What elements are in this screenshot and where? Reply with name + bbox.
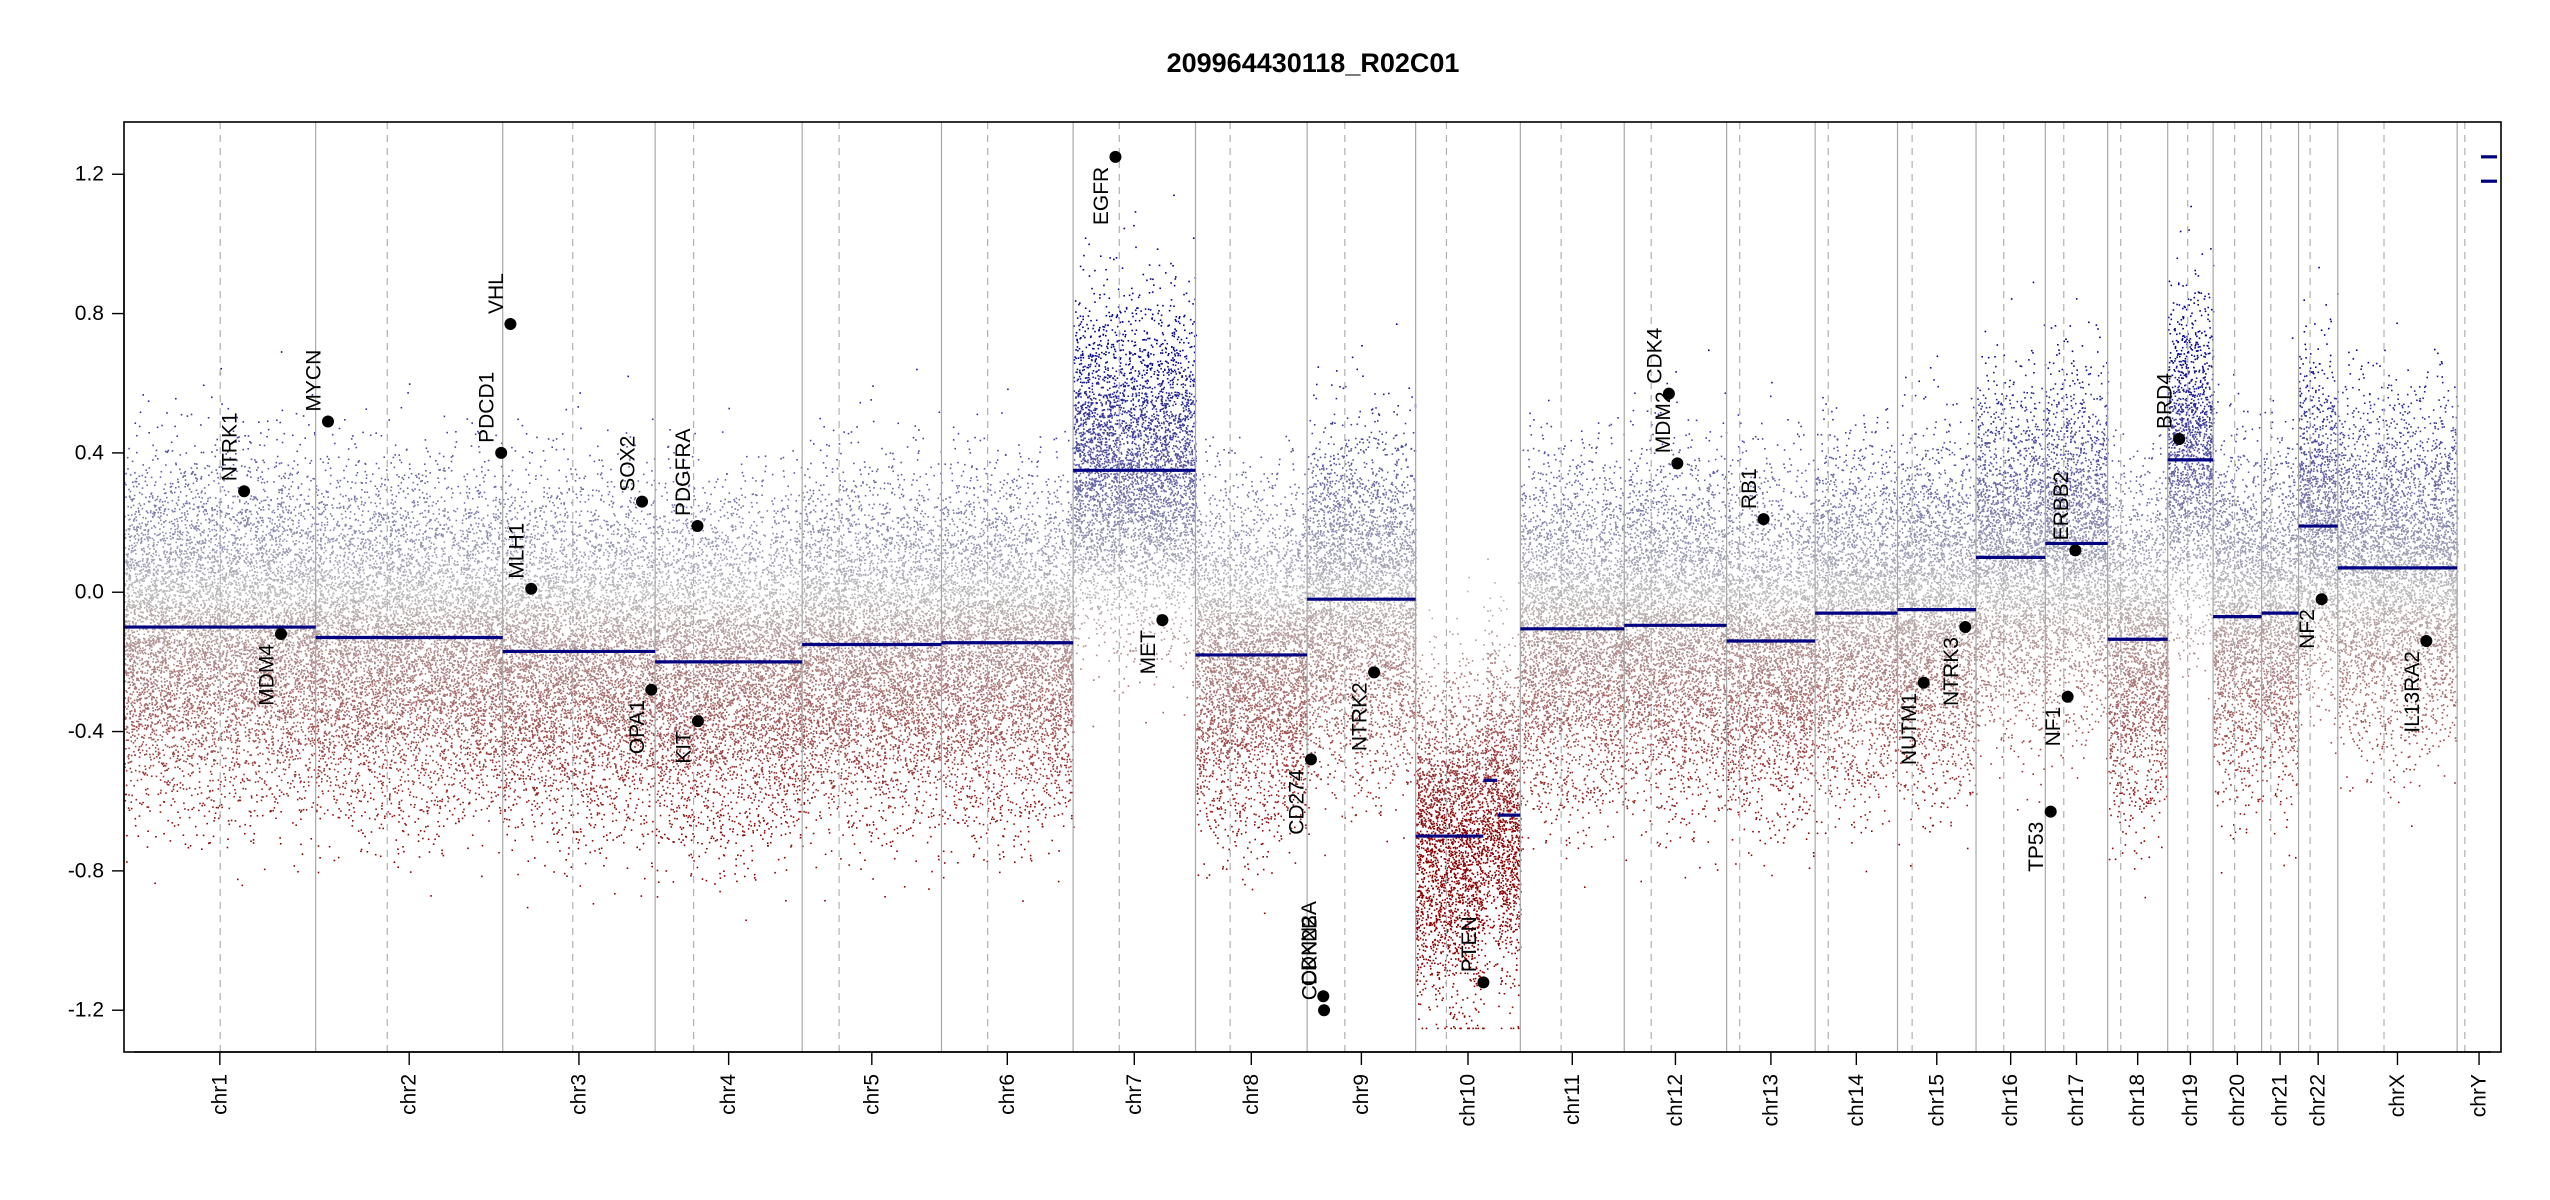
gene-dot-ntrk2 (1368, 666, 1380, 678)
y-tick-label: -0.4 (68, 720, 105, 743)
chr-label-chr11: chr11 (1561, 1074, 1584, 1125)
y-tick-label: -0.8 (68, 859, 104, 882)
gene-label-pdgfra: PDGFRA (672, 428, 695, 516)
gene-label-mlh1: MLH1 (506, 523, 529, 579)
gene-label-cd274: CD274 (1286, 769, 1309, 835)
gene-label-ntrk3: NTRK3 (1940, 637, 1963, 706)
gene-label-pten: PTEN (1458, 916, 1481, 972)
chr-label-chr21: chr21 (2269, 1074, 2292, 1127)
chr-label-chr2: chr2 (398, 1074, 421, 1115)
gene-dot-rb1 (1758, 513, 1770, 525)
gene-label-mdm2: MDM2 (1652, 391, 1675, 453)
y-tick-label: 0.4 (75, 441, 105, 464)
chr-label-chrX: chrX (2386, 1074, 2409, 1117)
gene-label-nf1: NF1 (2042, 707, 2065, 747)
cnv-plot: 209964430118_R02C01 NTRK1 MDM4 MYCN PDCD1 VH… (0, 0, 2550, 1200)
y-tick-label: 1.2 (75, 163, 104, 186)
chromosome-dividers (316, 122, 2457, 1052)
gene-dot-ntrk1 (238, 485, 250, 497)
gene-dot-egfr (1109, 151, 1121, 163)
gene-label-rb1: RB1 (1738, 468, 1761, 509)
gene-label-vhl: VHL (485, 273, 508, 314)
chr-label-chr6: chr6 (996, 1074, 1019, 1115)
gene-label-il13ra2: IL13RA2 (2401, 651, 2424, 733)
gene-dot-pdcd1 (495, 447, 507, 459)
chr-label-chr10: chr10 (1457, 1074, 1480, 1127)
y-tick-label: 0.8 (75, 302, 104, 325)
probe-dots (124, 195, 2459, 1030)
gene-dot-brd4 (2173, 433, 2185, 445)
gene-label-kit: KIT (672, 731, 695, 764)
gene-label-mdm4: MDM4 (256, 644, 279, 706)
chr-label-chrY: chrY (2468, 1074, 2491, 1117)
gene-label-sox2: SOX2 (617, 436, 640, 492)
gene-dot-cdkn2b (1318, 1004, 1330, 1016)
gene-markers: NTRK1 MDM4 MYCN PDCD1 VHL MLH1 SOX2 OPA1 PDGFRA K… (219, 151, 2433, 1016)
chr-label-chr13: chr13 (1759, 1074, 1782, 1127)
chr-label-chr5: chr5 (860, 1074, 883, 1115)
gene-dot-vhl (504, 318, 516, 330)
gene-dot-cd274 (1305, 753, 1317, 765)
y-tick-label: 0.0 (75, 581, 104, 604)
gene-dot-mlh1 (525, 583, 537, 595)
gene-label-pdcd1: PDCD1 (476, 372, 499, 443)
gene-dot-kit (692, 715, 704, 727)
gene-dot-cdk4 (1663, 388, 1675, 400)
gene-dot-il13ra2 (2420, 635, 2432, 647)
chr-label-chr7: chr7 (1123, 1074, 1146, 1115)
gene-label-erbb2: ERBB2 (2050, 472, 2073, 541)
x-axis: chr1 chr2 chr3 chr4 chr5 chr6 chr7 chr8 chr9 chr1… (134, 1052, 2491, 1127)
gene-dot-pdgfra (691, 520, 703, 532)
gene-dot-pten (1477, 976, 1489, 988)
gene-dot-nutm1 (1918, 677, 1930, 689)
gene-label-brd4: BRD4 (2154, 373, 2177, 429)
gene-label-cdk4: CDK4 (1643, 327, 1666, 383)
chr-label-chr14: chr14 (1845, 1074, 1868, 1127)
chr-label-chr17: chr17 (2065, 1074, 2088, 1127)
gene-dot-mycn (322, 416, 334, 428)
gene-dot-met (1156, 614, 1168, 626)
gene-label-nf2: NF2 (2296, 609, 2319, 649)
y-axis: -1.2 -0.8 -0.4 0.0 0.4 0.8 1.2 (68, 163, 124, 1022)
gene-label-tp53: TP53 (2025, 822, 2048, 872)
chr-label-chr22: chr22 (2307, 1074, 2330, 1127)
gene-label-nutm1: NUTM1 (1898, 693, 1921, 765)
gene-dot-ntrk3 (1959, 621, 1971, 633)
chr-label-chr8: chr8 (1240, 1074, 1263, 1115)
chr-label-chr18: chr18 (2126, 1074, 2149, 1127)
chr-label-chr16: chr16 (1999, 1074, 2022, 1127)
gene-dot-opa1 (645, 684, 657, 696)
y-tick-label: -1.2 (68, 999, 104, 1022)
chart-title: 209964430118_R02C01 (1167, 48, 1460, 78)
gene-label-ntrk1: NTRK1 (219, 412, 242, 481)
gene-dot-erbb2 (2069, 544, 2081, 556)
chr-label-chr20: chr20 (2226, 1074, 2249, 1127)
chr-label-chr4: chr4 (717, 1074, 740, 1115)
gene-dot-nf2 (2316, 593, 2328, 605)
gene-dot-sox2 (636, 496, 648, 508)
gene-label-mycn: MYCN (303, 350, 326, 412)
gene-dot-mdm4 (275, 628, 287, 640)
gene-label-cdkn2b: CDKN2B (1299, 915, 1322, 1000)
gene-label-ntrk2: NTRK2 (1349, 682, 1372, 751)
chr-label-chr3: chr3 (567, 1074, 590, 1115)
gene-dot-nf1 (2062, 691, 2074, 703)
chr-label-chr19: chr19 (2179, 1074, 2202, 1127)
gene-dot-tp53 (2045, 806, 2057, 818)
chr-label-chr1: chr1 (208, 1074, 231, 1115)
chr-label-chr12: chr12 (1664, 1074, 1687, 1127)
gene-label-met: MET (1137, 630, 1160, 675)
chr-label-chr9: chr9 (1350, 1074, 1373, 1115)
gene-label-opa1: OPA1 (626, 700, 649, 754)
gene-label-egfr: EGFR (1090, 167, 1113, 225)
gene-dot-mdm2 (1671, 457, 1683, 469)
chr-label-chr15: chr15 (1925, 1074, 1948, 1127)
